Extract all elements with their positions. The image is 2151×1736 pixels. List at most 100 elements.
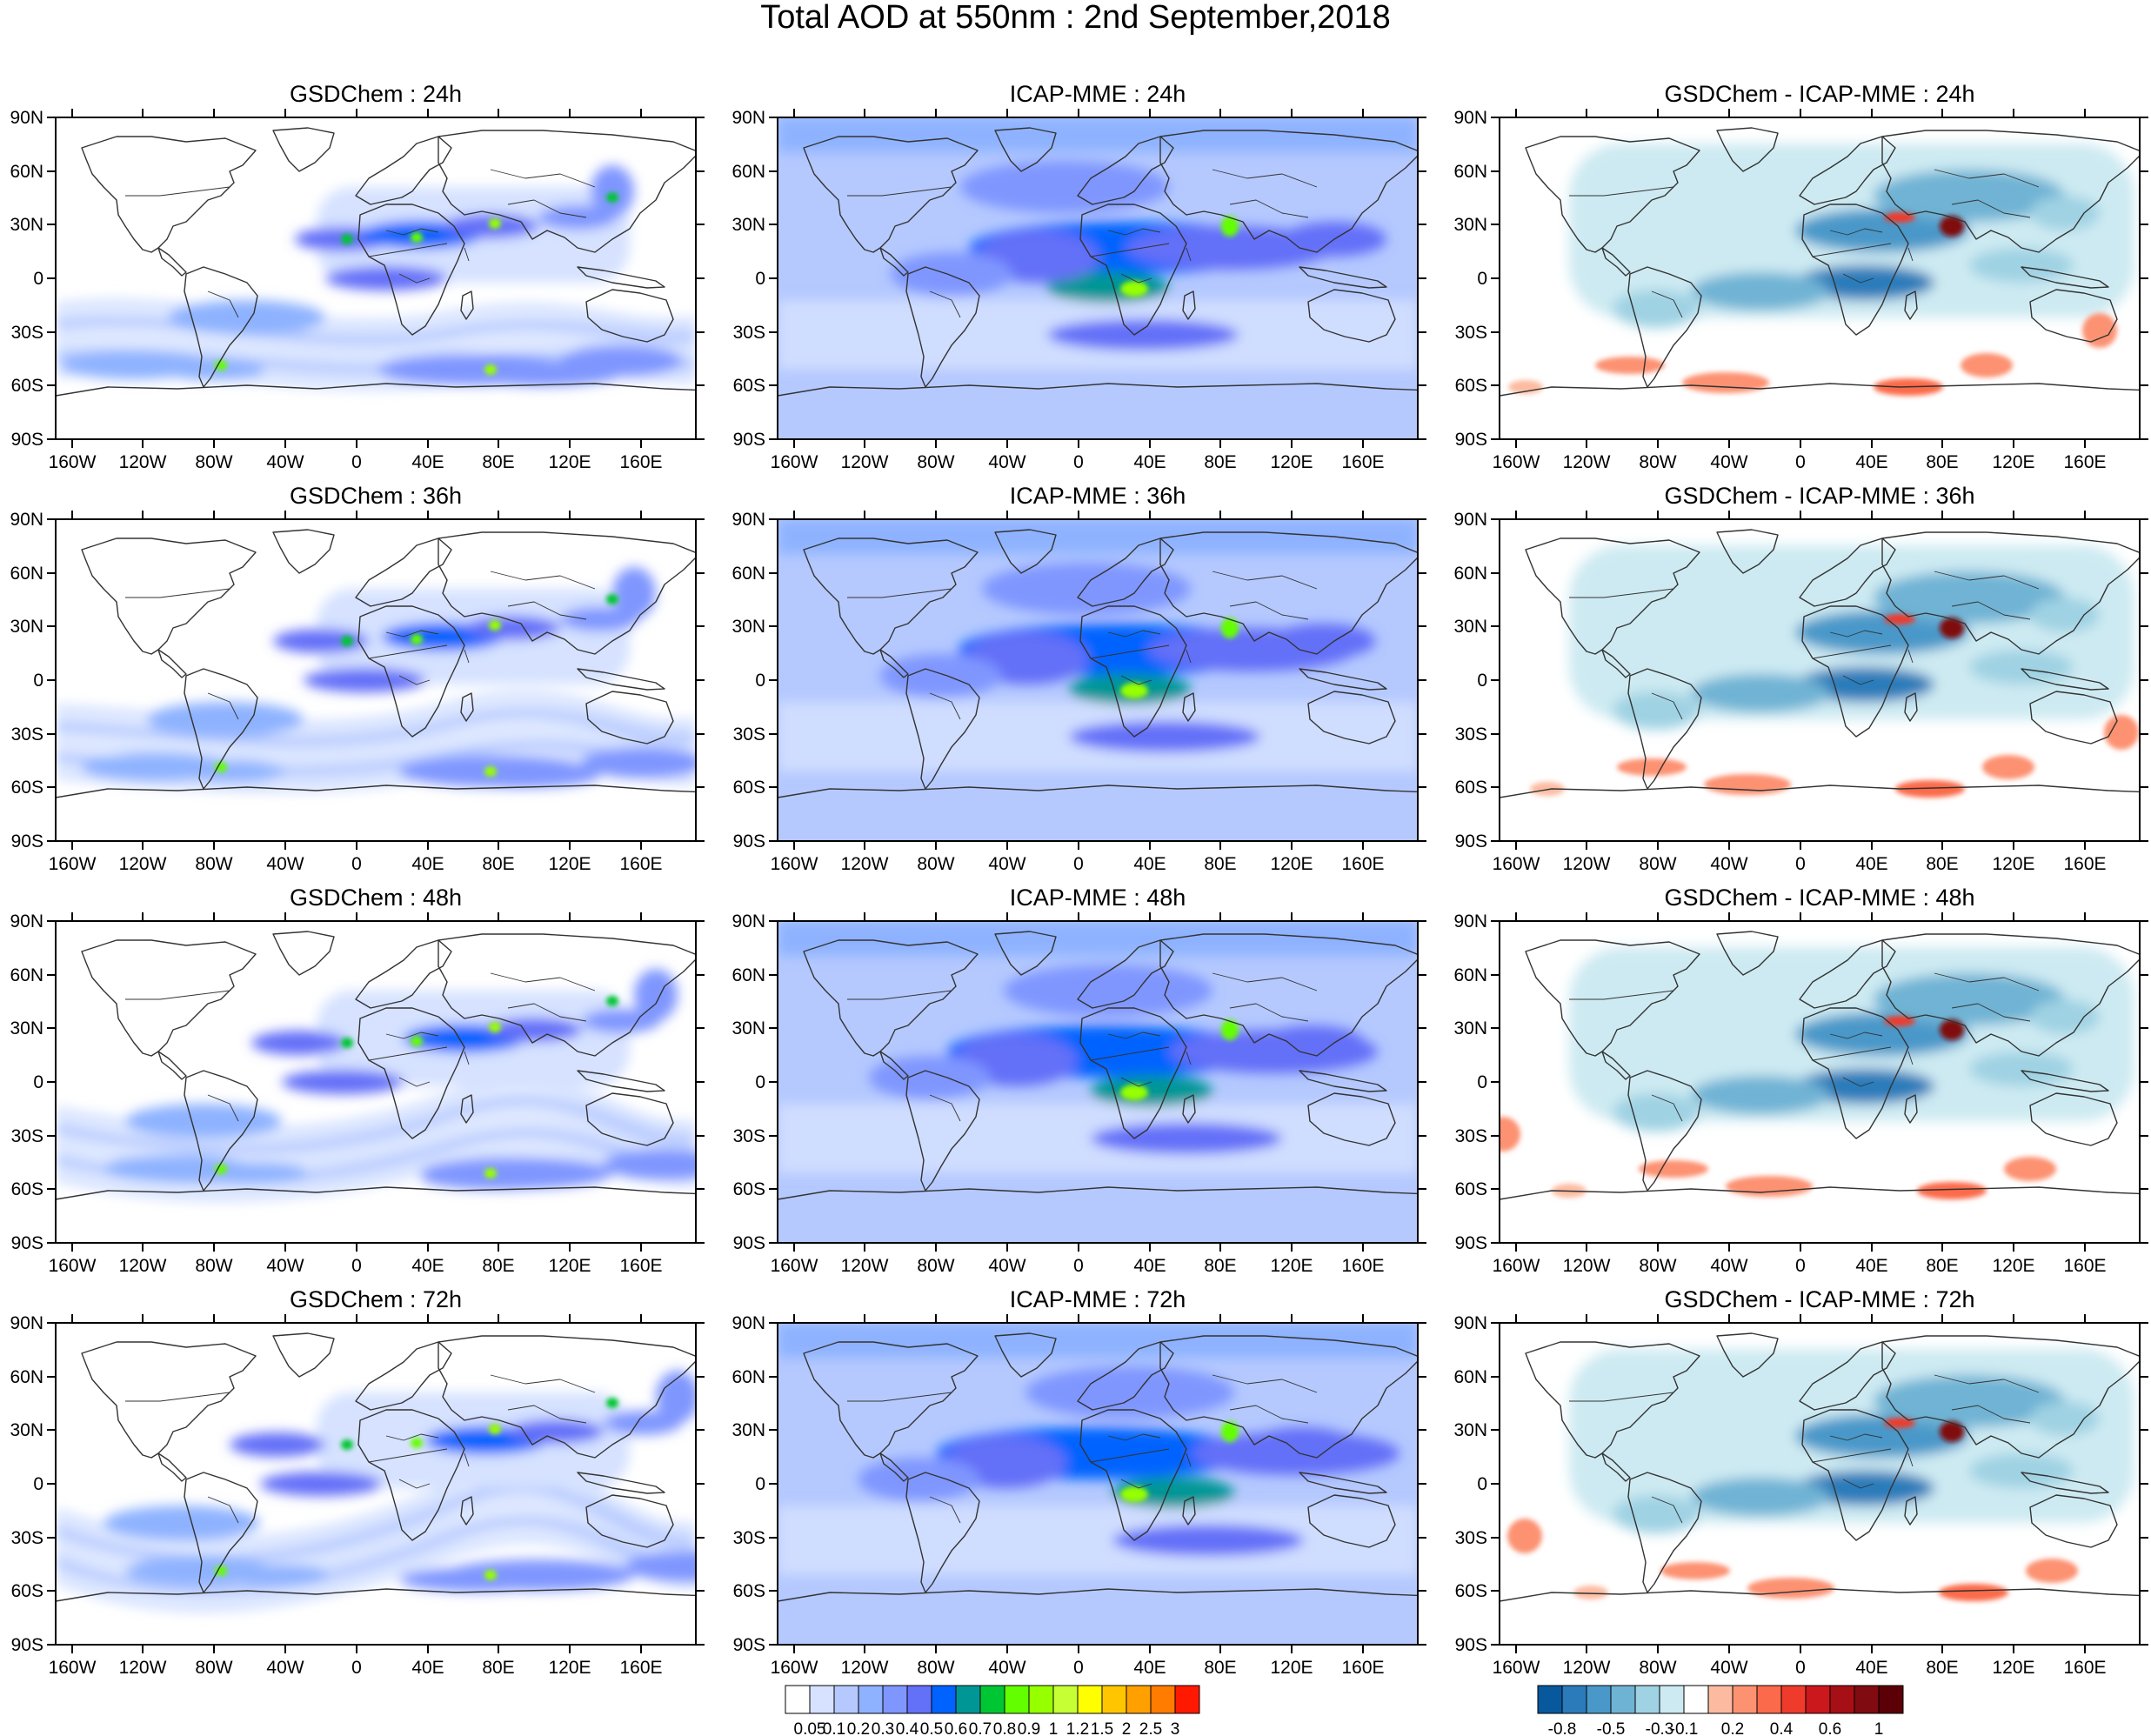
panel-title: ICAP-MME : 36h — [1010, 483, 1186, 509]
lat-label: 60N — [731, 965, 765, 985]
colorbar-label: 0.9 — [1018, 1720, 1040, 1736]
lat-label: 60N — [10, 1367, 43, 1387]
colorbar-box — [1854, 1685, 1880, 1714]
lat-label: 90N — [10, 108, 43, 128]
map-panel: 90N 60N 30N 0 30S 60S 90S 160W 120W 80W 40W 0 40E 80E… — [1453, 1286, 2148, 1678]
colorbar-label: 0.8 — [993, 1720, 1016, 1736]
lat-label: 90S — [733, 831, 765, 851]
panel-title: GSDChem : 48h — [290, 885, 462, 911]
lat-label: 30N — [731, 215, 765, 235]
lon-label: 160E — [1341, 452, 1384, 472]
colorbar-label: 2.5 — [1139, 1720, 1162, 1736]
lon-label: 120E — [1270, 1658, 1313, 1678]
lat-label: 60S — [733, 778, 765, 798]
lat-label: 30S — [1455, 1126, 1487, 1146]
colorbar-box — [1780, 1685, 1807, 1714]
lon-label: 0 — [1795, 452, 1806, 472]
lon-label: 80W — [195, 452, 232, 472]
colorbar-box — [1732, 1685, 1758, 1714]
colorbar-label: 1 — [1874, 1720, 1884, 1736]
lat-label: 90N — [1453, 1313, 1487, 1333]
colorbar-label: 0.2 — [847, 1720, 870, 1736]
lon-label: 0 — [351, 452, 362, 472]
colorbar-box — [1756, 1685, 1782, 1714]
lat-label: 0 — [33, 671, 43, 691]
colorbar-label: -0.5 — [1597, 1720, 1626, 1736]
colorbar-box — [1537, 1685, 1563, 1714]
lat-label: 30S — [1455, 323, 1487, 343]
colorbar-box — [931, 1685, 957, 1714]
lat-label: 0 — [1477, 269, 1487, 289]
colorbar-label: 0.1 — [823, 1720, 845, 1736]
lon-label: 120E — [1992, 1256, 2034, 1276]
lon-label: 40W — [988, 854, 1025, 874]
lat-label: 90S — [733, 1233, 765, 1253]
lat-label: 90N — [1453, 510, 1487, 530]
colorbar-box — [1150, 1685, 1176, 1714]
lat-label: 90N — [731, 510, 765, 530]
map-panel: 90N 60N 30N 0 30S 60S 90S 160W 120W 80W 40W 0 40E 80E… — [10, 1286, 705, 1678]
lon-label: 40W — [266, 854, 304, 874]
colorbar-box — [1126, 1685, 1152, 1714]
lon-label: 120W — [841, 452, 889, 472]
lon-label: 120E — [548, 854, 591, 874]
lon-label: 40E — [1133, 1256, 1166, 1276]
lat-label: 60N — [1453, 1367, 1487, 1387]
lon-label: 160E — [619, 1658, 662, 1678]
lon-label: 160W — [771, 1658, 818, 1678]
colorbar-box — [1101, 1685, 1127, 1714]
lat-label: 60S — [11, 1581, 43, 1601]
lon-label: 40W — [1710, 1256, 1747, 1276]
panel-title: GSDChem : 36h — [290, 483, 462, 509]
lon-label: 0 — [351, 1256, 362, 1276]
lon-label: 120E — [548, 1658, 591, 1678]
lon-label: 160W — [771, 1256, 818, 1276]
lon-label: 160W — [1493, 452, 1540, 472]
colorbar-box — [1028, 1685, 1054, 1714]
lat-label: 90N — [1453, 911, 1487, 931]
lon-label: 40W — [266, 1658, 304, 1678]
lat-label: 30N — [731, 1018, 765, 1038]
lat-label: 0 — [755, 269, 765, 289]
lon-label: 80W — [917, 452, 954, 472]
lon-label: 80W — [195, 1256, 232, 1276]
colorbar-box — [1561, 1685, 1587, 1714]
lon-label: 80E — [1926, 854, 1958, 874]
page-title: Total AOD at 550nm : 2nd September,2018 — [760, 0, 1391, 36]
lon-label: 120E — [1992, 452, 2034, 472]
lon-label: 120W — [1563, 452, 1611, 472]
lat-label: 30S — [11, 724, 43, 744]
colorbar-label: 0.5 — [920, 1720, 943, 1736]
lon-label: 40E — [1133, 452, 1166, 472]
lon-label: 40W — [988, 452, 1025, 472]
lat-label: 90S — [733, 430, 765, 450]
lat-label: 30S — [1455, 724, 1487, 744]
colorbar-label: 0.4 — [896, 1720, 919, 1736]
lon-label: 160W — [49, 1256, 97, 1276]
lon-label: 120E — [1992, 1658, 2034, 1678]
panel-title: ICAP-MME : 24h — [1010, 81, 1186, 107]
lon-label: 80E — [1204, 854, 1236, 874]
lon-label: 120W — [841, 1658, 889, 1678]
lon-label: 80E — [482, 1256, 514, 1276]
lat-label: 0 — [1477, 1474, 1487, 1494]
lat-label: 60S — [1455, 1179, 1487, 1199]
colorbar-label: -0.8 — [1548, 1720, 1577, 1736]
colorbar-label: 3 — [1171, 1720, 1180, 1736]
colorbar-label: 0.6 — [1819, 1720, 1841, 1736]
lon-label: 40E — [1855, 1658, 1887, 1678]
colorbar-box — [858, 1685, 884, 1714]
lon-label: 80E — [482, 854, 514, 874]
panel-title: GSDChem - ICAP-MME : 24h — [1664, 81, 1974, 107]
colorbar-box — [882, 1685, 908, 1714]
lat-label: 60S — [1455, 1581, 1487, 1601]
colorbar-label: 1.2 — [1066, 1720, 1089, 1736]
lat-label: 90S — [1455, 831, 1487, 851]
lon-label: 80W — [917, 854, 954, 874]
lon-label: 40E — [411, 1256, 444, 1276]
lat-label: 30S — [733, 323, 765, 343]
lon-label: 120W — [119, 1658, 167, 1678]
lat-label: 90S — [1455, 1233, 1487, 1253]
colorbar-label: 2 — [1122, 1720, 1132, 1736]
lon-label: 40E — [1133, 854, 1166, 874]
